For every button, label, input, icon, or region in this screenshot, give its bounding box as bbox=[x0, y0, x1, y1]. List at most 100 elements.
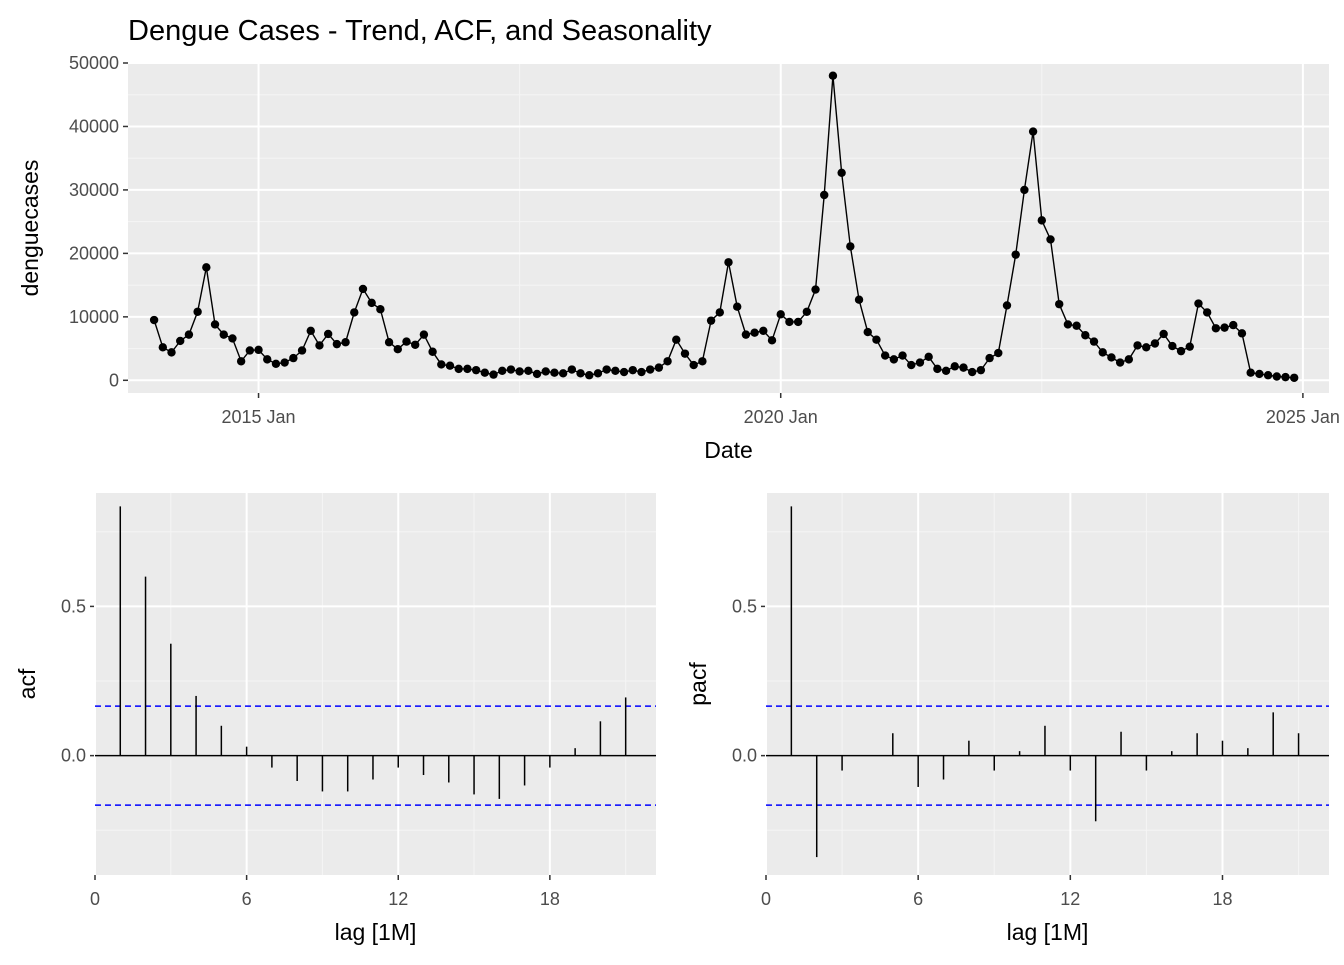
data-point bbox=[167, 348, 176, 357]
data-point bbox=[759, 326, 768, 336]
data-point bbox=[158, 343, 168, 352]
data-point bbox=[1046, 235, 1055, 244]
data-point bbox=[332, 339, 342, 349]
data-point bbox=[715, 308, 724, 317]
acf-plot: 0.0 0.5 0 6 12 18 lag [1M] acf bbox=[14, 493, 656, 945]
data-point bbox=[471, 365, 481, 375]
data-point bbox=[767, 336, 777, 345]
data-point bbox=[880, 351, 890, 360]
data-point bbox=[750, 328, 759, 337]
data-point bbox=[489, 370, 498, 379]
x-axis-title: Date bbox=[704, 437, 753, 463]
data-point bbox=[550, 368, 559, 377]
data-point bbox=[776, 310, 785, 319]
data-point bbox=[924, 352, 933, 362]
data-point bbox=[602, 365, 611, 374]
data-point bbox=[1202, 308, 1212, 317]
data-point bbox=[271, 359, 281, 369]
data-point bbox=[1255, 369, 1264, 379]
data-point bbox=[907, 360, 916, 370]
data-point bbox=[1229, 320, 1238, 330]
data-point bbox=[663, 357, 672, 366]
data-point bbox=[1072, 321, 1081, 330]
y-axis-title: acf bbox=[14, 668, 40, 699]
data-point bbox=[1133, 341, 1142, 350]
data-point bbox=[219, 330, 228, 339]
data-point bbox=[611, 366, 620, 375]
data-point bbox=[680, 349, 690, 358]
data-point bbox=[724, 258, 733, 267]
data-point bbox=[437, 360, 446, 369]
data-point bbox=[376, 305, 385, 314]
data-point bbox=[1107, 353, 1116, 362]
y-tick-label: 30000 bbox=[69, 180, 119, 200]
data-point bbox=[193, 307, 202, 316]
data-point bbox=[541, 367, 550, 376]
x-axis-title: lag [1M] bbox=[335, 919, 417, 945]
data-point bbox=[1081, 331, 1090, 340]
y-axis-title: denguecases bbox=[17, 160, 43, 297]
data-point bbox=[1281, 372, 1290, 382]
x-tick-label: 12 bbox=[388, 889, 408, 909]
data-point bbox=[1159, 329, 1168, 339]
data-point bbox=[1089, 337, 1099, 346]
data-point bbox=[706, 316, 716, 325]
data-point bbox=[1150, 339, 1160, 348]
data-point bbox=[1211, 324, 1221, 333]
data-point bbox=[228, 334, 237, 343]
y-tick-label: 50000 bbox=[69, 53, 119, 73]
data-point bbox=[985, 353, 994, 363]
y-tick-label: 40000 bbox=[69, 116, 119, 136]
data-point bbox=[384, 338, 394, 347]
data-point bbox=[323, 329, 333, 339]
data-point bbox=[1246, 368, 1255, 377]
data-point bbox=[689, 360, 698, 370]
data-point bbox=[950, 362, 959, 371]
data-point bbox=[567, 365, 577, 374]
data-point bbox=[654, 363, 664, 372]
y-tick-label: 0 bbox=[109, 370, 119, 390]
data-point bbox=[846, 242, 855, 251]
data-point bbox=[350, 308, 359, 317]
y-tick-label: 0.5 bbox=[61, 596, 86, 616]
chart-title: Dengue Cases - Trend, ACF, and Seasonali… bbox=[128, 15, 712, 47]
data-point bbox=[1002, 301, 1012, 310]
data-point bbox=[1185, 342, 1194, 351]
data-point bbox=[915, 358, 925, 367]
y-axis-title: pacf bbox=[685, 662, 711, 706]
x-tick-label: 18 bbox=[540, 889, 560, 909]
data-point bbox=[1011, 250, 1020, 259]
x-tick-label: 2025 Jan bbox=[1266, 407, 1340, 427]
x-tick-label: 2020 Jan bbox=[744, 407, 818, 427]
data-point bbox=[1194, 299, 1203, 308]
data-point bbox=[1124, 355, 1134, 364]
data-point bbox=[1020, 185, 1029, 195]
data-point bbox=[1220, 323, 1229, 332]
data-point bbox=[454, 364, 463, 374]
data-point bbox=[306, 326, 315, 336]
data-point bbox=[1055, 299, 1064, 309]
data-point bbox=[558, 369, 568, 378]
data-point bbox=[793, 317, 803, 327]
data-point bbox=[811, 285, 820, 294]
data-point bbox=[393, 345, 402, 354]
data-point bbox=[515, 367, 524, 376]
data-point bbox=[593, 369, 603, 378]
data-point bbox=[619, 367, 629, 377]
data-point bbox=[532, 369, 542, 379]
data-point bbox=[297, 346, 307, 355]
y-tick-label: 0.0 bbox=[732, 746, 757, 766]
x-tick-label: 6 bbox=[913, 889, 923, 909]
data-point bbox=[994, 348, 1003, 358]
data-point bbox=[898, 351, 907, 360]
data-point bbox=[1037, 216, 1047, 225]
data-point bbox=[802, 307, 812, 316]
x-tick-label: 0 bbox=[90, 889, 100, 909]
y-tick-label: 20000 bbox=[69, 243, 119, 263]
data-point bbox=[524, 366, 533, 375]
data-point bbox=[785, 317, 794, 327]
plot-panel bbox=[128, 63, 1329, 393]
data-point bbox=[254, 345, 263, 355]
data-point bbox=[585, 371, 594, 380]
